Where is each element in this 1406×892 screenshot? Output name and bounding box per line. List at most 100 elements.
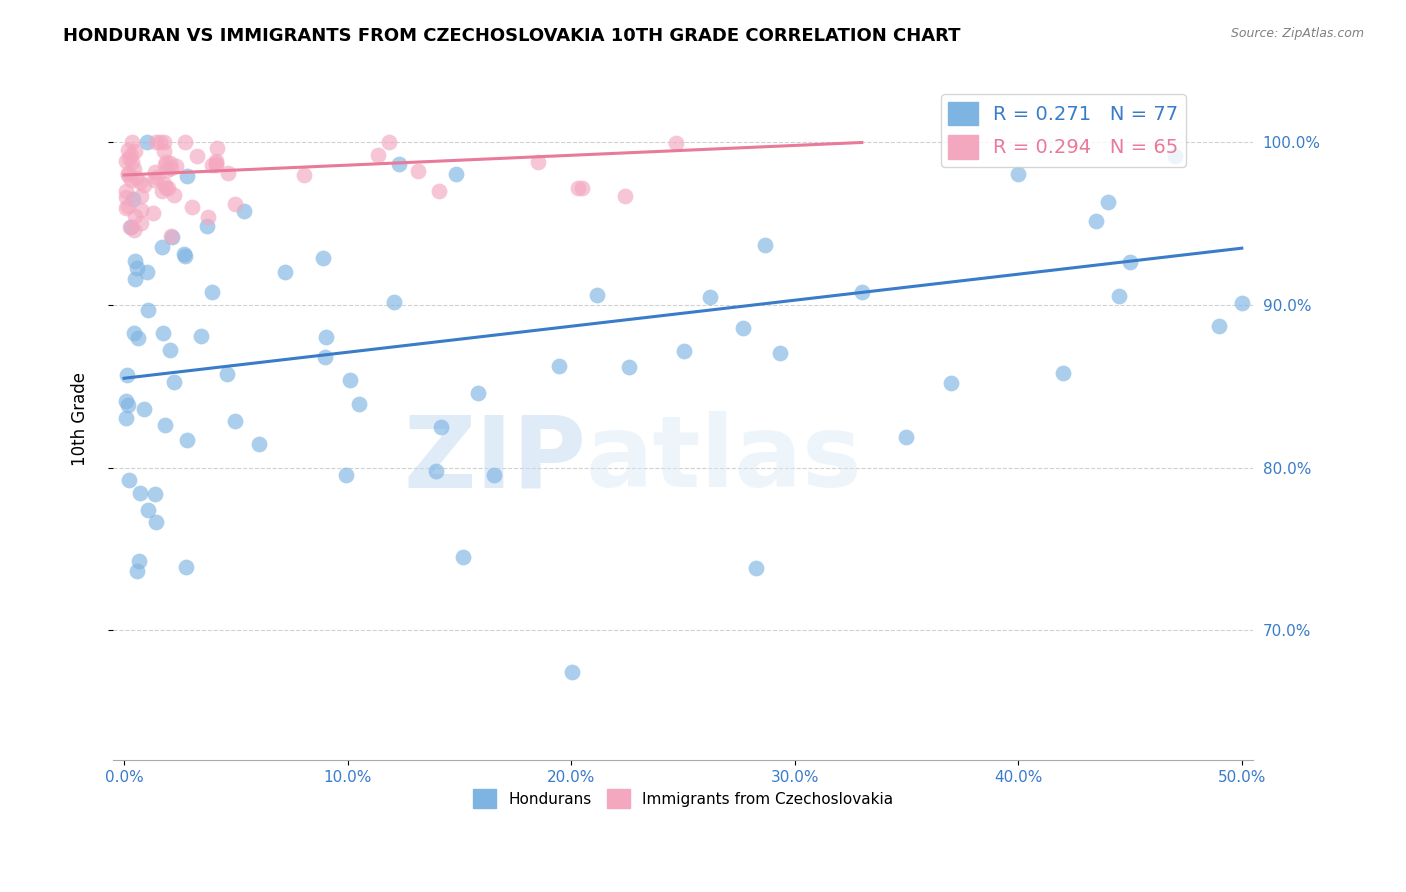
Point	[117, 168, 139, 182]
Point	[224, 197, 246, 211]
Point	[131, 202, 153, 217]
Point	[430, 420, 453, 434]
Point	[143, 173, 166, 187]
Point	[1052, 366, 1074, 380]
Point	[117, 165, 139, 179]
Point	[115, 153, 138, 168]
Point	[153, 418, 176, 433]
Point	[425, 464, 447, 478]
Point	[120, 219, 142, 234]
Point	[153, 177, 176, 191]
Point	[127, 331, 149, 345]
Point	[160, 161, 183, 175]
Point	[274, 265, 297, 279]
Point	[145, 136, 167, 150]
Point	[150, 240, 173, 254]
Point	[205, 153, 228, 168]
Point	[136, 265, 159, 279]
Point	[129, 188, 152, 202]
Point	[388, 156, 411, 170]
Point	[174, 136, 197, 150]
Point	[377, 136, 399, 150]
Point	[129, 486, 152, 500]
Point	[124, 209, 146, 223]
Point	[127, 261, 149, 276]
Point	[121, 136, 143, 150]
Point	[339, 373, 361, 387]
Point	[232, 203, 254, 218]
Point	[176, 169, 198, 184]
Point	[138, 303, 160, 318]
Point	[174, 249, 197, 263]
Point	[153, 136, 176, 150]
Point	[118, 151, 141, 165]
Point	[163, 376, 186, 390]
Point	[115, 394, 138, 409]
Point	[247, 436, 270, 450]
Point	[451, 549, 474, 564]
Point	[122, 223, 145, 237]
Point	[467, 386, 489, 401]
Point	[145, 170, 167, 185]
Point	[125, 170, 148, 185]
Point	[150, 184, 173, 198]
Point	[941, 376, 963, 390]
Point	[314, 351, 336, 365]
Point	[156, 163, 179, 178]
Point	[145, 515, 167, 529]
Point	[1108, 289, 1130, 303]
Point	[315, 330, 337, 344]
Point	[138, 503, 160, 517]
Point	[143, 165, 166, 179]
Point	[406, 163, 429, 178]
Point	[165, 159, 187, 173]
Point	[115, 411, 138, 425]
Point	[124, 161, 146, 176]
Point	[152, 326, 174, 340]
Text: atlas: atlas	[586, 411, 863, 508]
Text: HONDURAN VS IMMIGRANTS FROM CZECHOSLOVAKIA 10TH GRADE CORRELATION CHART: HONDURAN VS IMMIGRANTS FROM CZECHOSLOVAK…	[63, 27, 960, 45]
Point	[124, 144, 146, 158]
Point	[673, 343, 696, 358]
Point	[444, 167, 467, 181]
Point	[382, 294, 405, 309]
Point	[124, 271, 146, 285]
Point	[163, 188, 186, 202]
Point	[128, 554, 150, 568]
Point	[162, 230, 184, 244]
Point	[1164, 149, 1187, 163]
Text: Source: ZipAtlas.com: Source: ZipAtlas.com	[1230, 27, 1364, 40]
Point	[186, 149, 208, 163]
Point	[132, 178, 155, 192]
Point	[159, 156, 181, 170]
Point	[1230, 296, 1253, 310]
Point	[181, 200, 204, 214]
Point	[571, 181, 593, 195]
Point	[129, 216, 152, 230]
Point	[1007, 167, 1029, 181]
Point	[197, 210, 219, 224]
Point	[115, 184, 138, 198]
Point	[125, 564, 148, 578]
Point	[1119, 255, 1142, 269]
Point	[335, 468, 357, 483]
Point	[567, 180, 589, 194]
Point	[1097, 194, 1119, 209]
Point	[224, 414, 246, 428]
Point	[120, 148, 142, 162]
Point	[561, 665, 583, 679]
Point	[117, 198, 139, 212]
Point	[1208, 318, 1230, 333]
Point	[173, 246, 195, 260]
Point	[769, 346, 792, 360]
Point	[149, 136, 172, 150]
Point	[617, 360, 640, 375]
Point	[128, 175, 150, 189]
Point	[118, 220, 141, 235]
Point	[195, 219, 218, 233]
Point	[176, 434, 198, 448]
Point	[367, 148, 389, 162]
Point	[155, 158, 177, 172]
Point	[117, 398, 139, 412]
Point	[190, 328, 212, 343]
